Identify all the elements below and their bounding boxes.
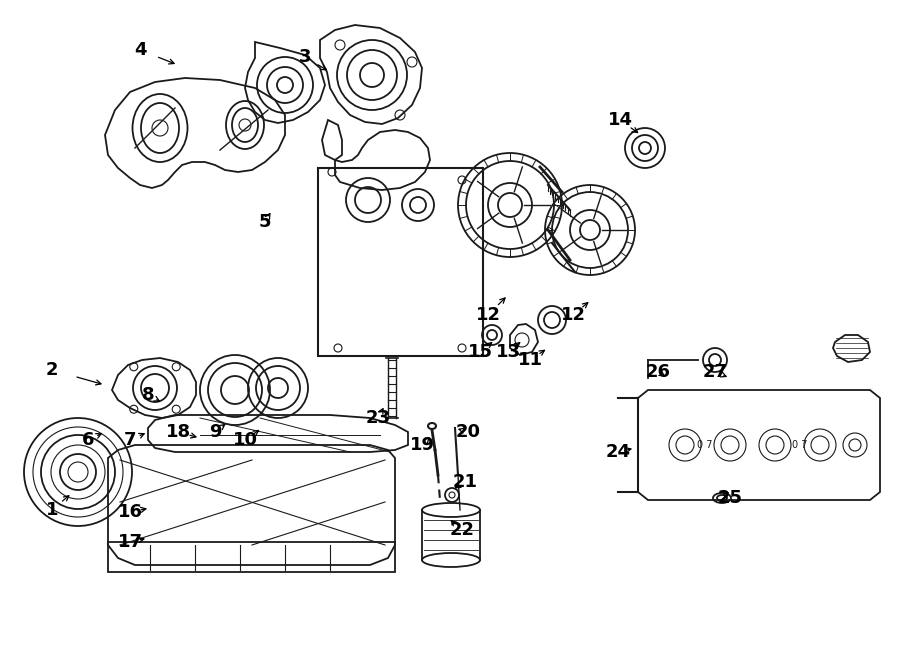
Text: 6: 6 [82, 431, 94, 449]
Text: 27: 27 [703, 363, 727, 381]
Text: 20: 20 [455, 423, 481, 441]
Text: 24: 24 [606, 443, 631, 461]
Text: 17: 17 [118, 533, 142, 551]
Text: 22: 22 [449, 521, 474, 539]
Text: 12: 12 [475, 306, 500, 324]
Ellipse shape [422, 553, 480, 567]
Text: 25: 25 [717, 489, 742, 507]
Text: 12: 12 [561, 306, 586, 324]
Text: 1: 1 [46, 501, 58, 519]
Text: 21: 21 [453, 473, 478, 491]
Text: 14: 14 [608, 111, 633, 129]
Bar [318, 168, 483, 356]
Text: 11: 11 [518, 351, 543, 369]
Text: 10: 10 [232, 431, 257, 449]
Text: 9: 9 [209, 423, 221, 441]
Text: 5: 5 [259, 213, 271, 231]
Text: 3: 3 [299, 48, 311, 66]
Ellipse shape [422, 503, 480, 517]
Text: 26: 26 [645, 363, 670, 381]
Text: 0 7: 0 7 [792, 440, 808, 450]
Text: 0 7: 0 7 [698, 440, 713, 450]
Text: 15: 15 [467, 343, 492, 361]
Text: 23: 23 [365, 409, 391, 427]
Bar [422, 510, 480, 560]
Text: 19: 19 [410, 436, 435, 454]
Text: 16: 16 [118, 503, 142, 521]
Text: 2: 2 [46, 361, 58, 379]
Bar [108, 542, 395, 572]
Text: 8: 8 [141, 386, 154, 404]
Text: 13: 13 [496, 343, 520, 361]
Text: 7: 7 [124, 431, 136, 449]
Text: 18: 18 [166, 423, 191, 441]
Text: 4: 4 [134, 41, 146, 59]
